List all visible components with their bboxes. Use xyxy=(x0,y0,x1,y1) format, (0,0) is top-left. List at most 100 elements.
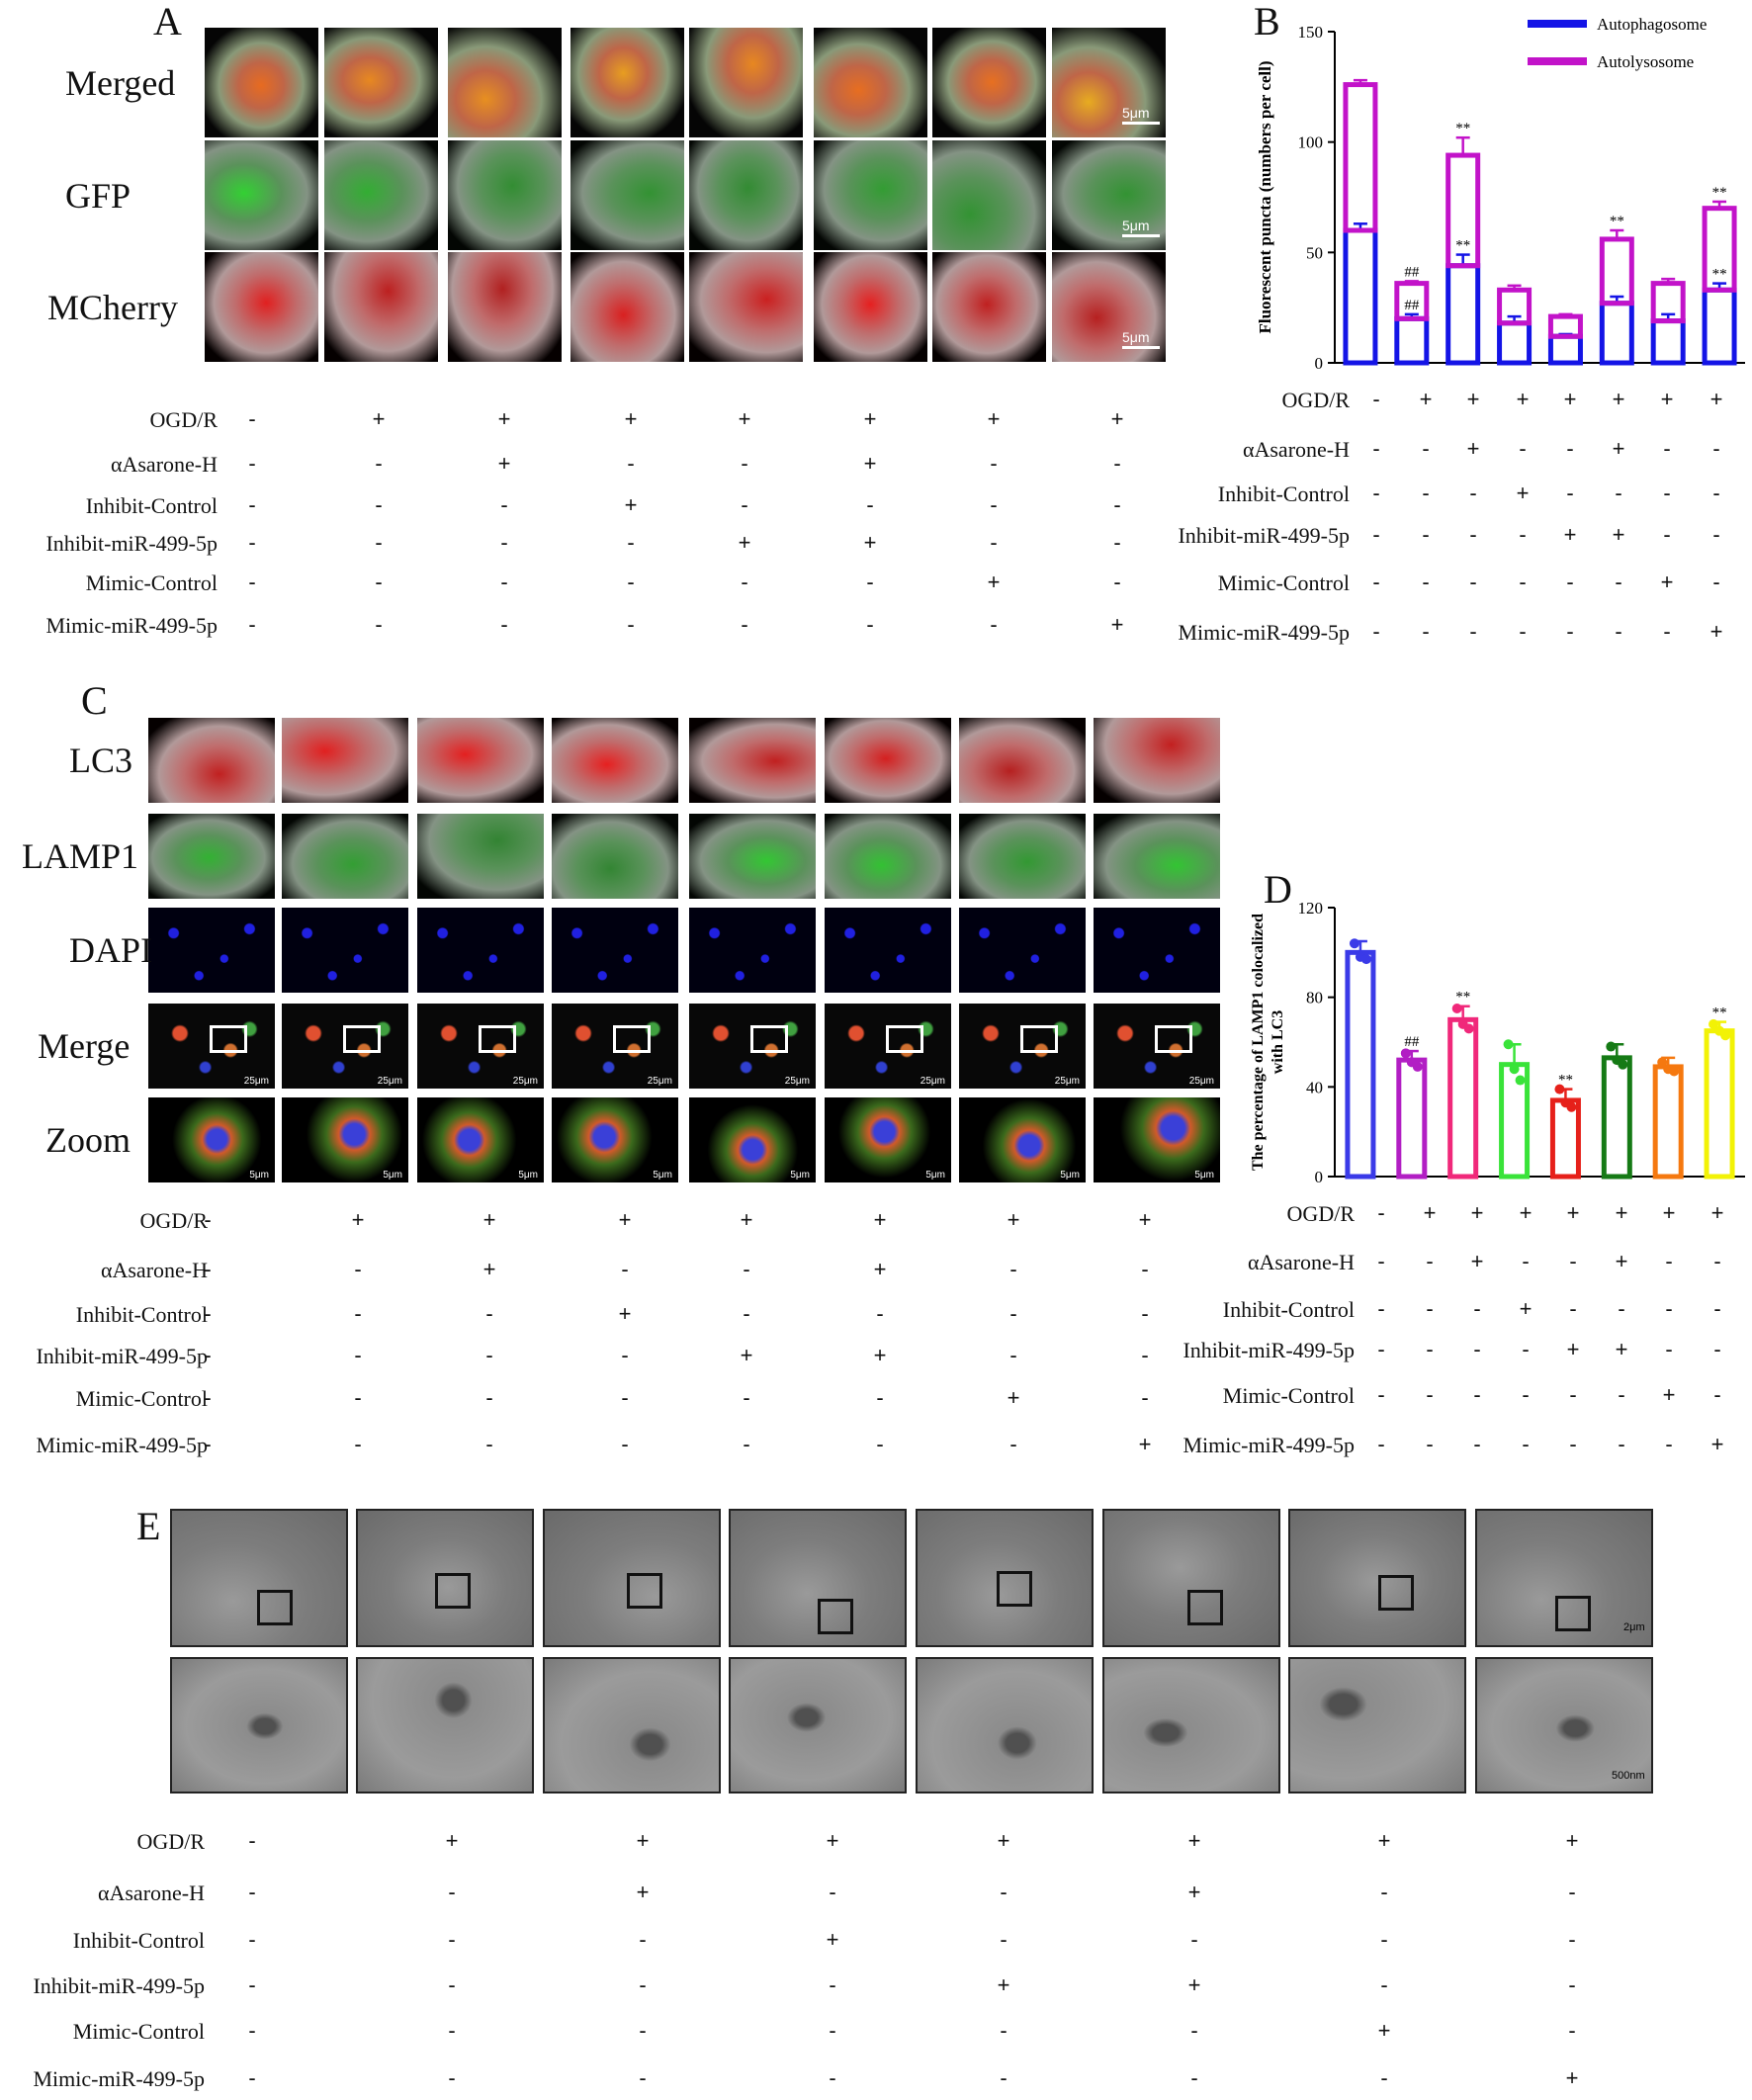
condition-sign: + xyxy=(1138,1432,1152,1457)
condition-sign: - xyxy=(248,1972,256,1998)
significance-mark: ## xyxy=(1404,1034,1420,1050)
condition-sign: - xyxy=(621,1257,629,1282)
zoom-region-box xyxy=(343,1025,381,1053)
condition-sign: - xyxy=(1190,1927,1198,1953)
scale-bar-label: 25μm xyxy=(512,1076,538,1087)
scale-bar: 5μm xyxy=(249,1170,269,1181)
bar xyxy=(1601,1055,1632,1180)
data-point xyxy=(1412,1061,1423,1072)
condition-sign: - xyxy=(204,1432,212,1457)
condition-sign: - xyxy=(375,612,383,638)
condition-sign: + xyxy=(482,1207,496,1233)
panel-c-image-tile: 5μm xyxy=(552,1097,678,1182)
stacked-bar-segment xyxy=(1702,287,1737,366)
significance-mark: ** xyxy=(1712,185,1727,201)
condition-sign: - xyxy=(1618,1432,1625,1457)
bar xyxy=(1447,1016,1479,1180)
tem-region-box xyxy=(997,1571,1032,1607)
condition-sign: - xyxy=(876,1301,884,1327)
condition-sign: + xyxy=(1660,387,1674,412)
significance-mark: ** xyxy=(1712,1006,1727,1021)
condition-sign: + xyxy=(624,492,638,518)
condition-sign: - xyxy=(1519,569,1527,595)
condition-sign: - xyxy=(1377,1200,1385,1226)
panel-c-image-tile xyxy=(1094,814,1220,899)
condition-sign: - xyxy=(1473,1382,1481,1408)
stacked-bar-segment xyxy=(1497,320,1533,366)
tem-region-box xyxy=(818,1599,853,1634)
condition-sign: - xyxy=(1522,1382,1530,1408)
scale-bar-label: 5μm xyxy=(653,1170,672,1181)
condition-label: OGD/R xyxy=(1281,387,1350,412)
panel-c-row-label-dapi: DAPI xyxy=(69,930,153,970)
condition-sign: - xyxy=(1568,1927,1576,1953)
condition-sign: - xyxy=(1615,619,1622,645)
scale-bar: 25μm xyxy=(648,1076,672,1087)
scale-bar-label: 5μm xyxy=(1060,1170,1080,1181)
panel-c-row-label-merge: Merge xyxy=(38,1026,131,1066)
zoom-region-box xyxy=(479,1025,516,1053)
condition-sign: - xyxy=(1009,1432,1017,1457)
significance-mark: ## xyxy=(1404,298,1420,313)
panel-c-image-tile xyxy=(825,908,951,993)
condition-sign: + xyxy=(826,1927,839,1953)
condition-sign: + xyxy=(1662,1200,1676,1226)
scale-bar: 5μm xyxy=(383,1170,402,1181)
condition-label: Inhibit-Control xyxy=(1217,481,1350,506)
significance-mark: ** xyxy=(1455,121,1470,136)
panel-c-image-tile: 5μm xyxy=(417,1097,544,1182)
condition-sign: - xyxy=(448,1880,456,1905)
significance-mark: ** xyxy=(1712,267,1727,283)
condition-sign: - xyxy=(248,1880,256,1905)
condition-sign: + xyxy=(1466,387,1480,412)
data-point xyxy=(1509,1064,1520,1075)
scale-bar-label: 500nm xyxy=(1612,1770,1645,1782)
scale-bar: 5μm xyxy=(518,1170,538,1181)
condition-label: Mimic-Control xyxy=(72,2018,205,2044)
chart-b-stacked-bars: 0 50 100 150 Fluorescent puncta (numbers per… xyxy=(1256,15,1745,373)
data-point xyxy=(1349,938,1359,949)
condition-sign: + xyxy=(618,1207,632,1233)
legend-swatch xyxy=(1528,57,1587,65)
stacked-bar-segment xyxy=(1599,236,1634,306)
condition-sign: - xyxy=(1569,1249,1577,1274)
condition-sign: - xyxy=(204,1257,212,1282)
panel-e-tem-overview xyxy=(1288,1509,1466,1647)
condition-sign: + xyxy=(1470,1249,1484,1274)
condition-sign: - xyxy=(1568,1880,1576,1905)
condition-sign: + xyxy=(1565,1828,1579,1854)
panel-a-image-tile xyxy=(932,140,1046,250)
condition-sign: - xyxy=(485,1385,493,1411)
panel-c-image-tile xyxy=(689,718,816,803)
condition-sign: - xyxy=(1473,1296,1481,1322)
condition-sign: - xyxy=(448,2065,456,2091)
panel-c-image-tile xyxy=(825,718,951,803)
condition-sign: + xyxy=(873,1207,887,1233)
condition-sign: + xyxy=(1516,481,1530,506)
panel-a-image-tile xyxy=(324,140,438,250)
panel-c-image-tile xyxy=(959,908,1086,993)
condition-label: αAsarone-H xyxy=(1247,1249,1355,1274)
condition-sign: - xyxy=(1522,1337,1530,1362)
panel-c-image-tile: 25μm xyxy=(148,1004,275,1089)
condition-sign: + xyxy=(1110,406,1124,432)
legend-swatch xyxy=(1528,20,1587,28)
panel-a-image-tile xyxy=(448,252,562,362)
scale-bar: 5μm xyxy=(1194,1170,1214,1181)
condition-sign: - xyxy=(448,2018,456,2044)
condition-sign: - xyxy=(1566,436,1574,462)
scale-bar: 5μm xyxy=(1122,218,1160,237)
panel-c-image-tile xyxy=(689,908,816,993)
scale-bar: 5μm xyxy=(790,1170,810,1181)
condition-sign: + xyxy=(987,406,1001,432)
condition-label: Inhibit-miR-499-5p xyxy=(1178,522,1350,548)
condition-sign: - xyxy=(1009,1343,1017,1368)
condition-sign: - xyxy=(500,530,508,556)
condition-sign: + xyxy=(1423,1200,1437,1226)
condition-sign: - xyxy=(866,612,874,638)
condition-sign: - xyxy=(829,1880,836,1905)
condition-sign: + xyxy=(1660,569,1674,595)
condition-sign: - xyxy=(204,1385,212,1411)
condition-sign: + xyxy=(1566,1337,1580,1362)
condition-sign: - xyxy=(1469,481,1477,506)
